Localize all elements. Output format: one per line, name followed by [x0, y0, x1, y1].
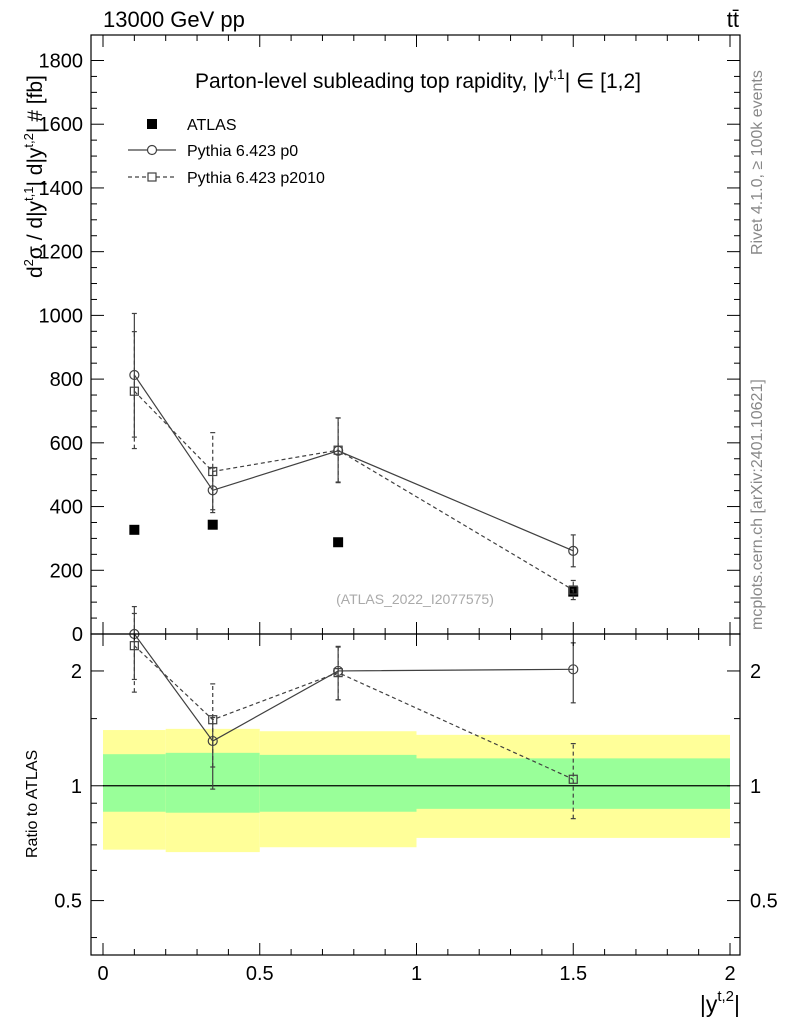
ratio-series-layer	[129, 605, 579, 820]
main-ytick-label: 800	[50, 369, 83, 391]
main-xticks	[102, 35, 731, 634]
ratio-yticks: 0.5 0.5 1 1 2 2	[54, 661, 778, 939]
ratio-ytick-label: 0.5	[54, 891, 82, 913]
main-ytick-label: 1600	[39, 114, 84, 136]
marker-square	[568, 774, 578, 784]
ratio-xtick-label: 2	[724, 963, 735, 985]
main-yticks: 0 200 400 600 800 1000 1200 1400 1600 1800	[39, 50, 740, 646]
marker-circle	[568, 545, 579, 556]
marker-square	[333, 445, 343, 455]
ratio-xtick-label: 0.5	[246, 963, 274, 985]
x-axis-label: |yt,2|	[700, 988, 740, 1017]
marker-square	[568, 585, 578, 595]
marker-square	[208, 715, 218, 725]
ratio-xticks: 0 0.5 1 1.5 2	[97, 634, 736, 985]
legend: ATLAS Pythia 6.423 p0 Pythia 6.423 p2010	[128, 117, 325, 187]
main-ytick-label: 1800	[39, 50, 84, 72]
legend-marker	[147, 119, 157, 129]
main-annotation: (ATLAS_2022_I2077575)	[336, 591, 494, 607]
series-line	[133, 374, 574, 552]
ratio-xtick-label: 1.5	[559, 963, 587, 985]
main-ytick-label: 400	[50, 497, 83, 519]
main-ytick-label: 0	[72, 624, 83, 646]
main-ytick-label: 200	[50, 560, 83, 582]
legend-label: Pythia 6.423 p2010	[187, 170, 325, 187]
marker-square	[208, 466, 218, 477]
ratio-ylabel: Ratio to ATLAS	[24, 750, 41, 858]
mcplots-label: mcplots.cern.ch [arXiv:2401.10621]	[749, 379, 766, 630]
main-ylabel: d2σ / d|yt,1| d|yt,2| # [fb]	[21, 75, 47, 278]
series-line	[133, 390, 574, 591]
ratio-ytick-label: 2	[71, 661, 82, 683]
ratio-frame	[90, 633, 741, 956]
header-left: 13000 GeV pp	[103, 7, 245, 32]
ratio-band-inner	[259, 754, 417, 812]
legend-marker	[147, 172, 157, 182]
ratio-ytick-label-right: 0.5	[750, 891, 778, 913]
ratio-xtick-label: 0	[97, 963, 108, 985]
marker-filled-square	[129, 524, 140, 535]
rivet-label: Rivet 4.1.0, ≥ 100k events	[749, 70, 766, 255]
ratio-band-inner	[103, 754, 166, 812]
ratio-panel: 0.5 0.5 1 1 2 2 0 0.5 1 1.5 2 Ratio to ATLAS |yt,…	[24, 605, 778, 1017]
main-panel: 0 200 400 600 800 1000 1200 1400 1600 1800 Parton…	[21, 34, 741, 646]
marker-circle	[568, 664, 579, 675]
main-title: Parton-level subleading top rapidity, |y…	[195, 66, 641, 93]
marker-square	[333, 668, 343, 678]
marker-square	[129, 386, 139, 396]
header-right: tt̄	[727, 7, 739, 32]
main-ytick-label: 1200	[39, 242, 84, 264]
main-ytick-label: 1400	[39, 178, 84, 200]
ratio-xtick-label: 1	[411, 963, 422, 985]
ratio-ytick-label-right: 1	[750, 776, 761, 798]
legend-label: ATLAS	[187, 117, 237, 134]
ratio-bands	[103, 728, 730, 853]
main-ytick-label: 600	[50, 433, 83, 455]
marker-filled-square	[207, 519, 218, 530]
legend-marker	[146, 144, 158, 156]
marker-square	[129, 641, 139, 651]
main-series-layer	[129, 312, 579, 601]
ratio-ytick-label-right: 2	[750, 661, 761, 683]
main-ytick-label: 1000	[39, 305, 84, 327]
marker-filled-square	[333, 537, 344, 548]
series-line	[133, 633, 574, 742]
ratio-ytick-label: 1	[71, 776, 82, 798]
legend-label: Pythia 6.423 p0	[187, 143, 298, 160]
